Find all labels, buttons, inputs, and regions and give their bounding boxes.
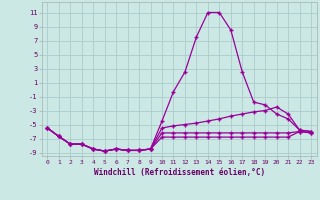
X-axis label: Windchill (Refroidissement éolien,°C): Windchill (Refroidissement éolien,°C) — [94, 168, 265, 177]
